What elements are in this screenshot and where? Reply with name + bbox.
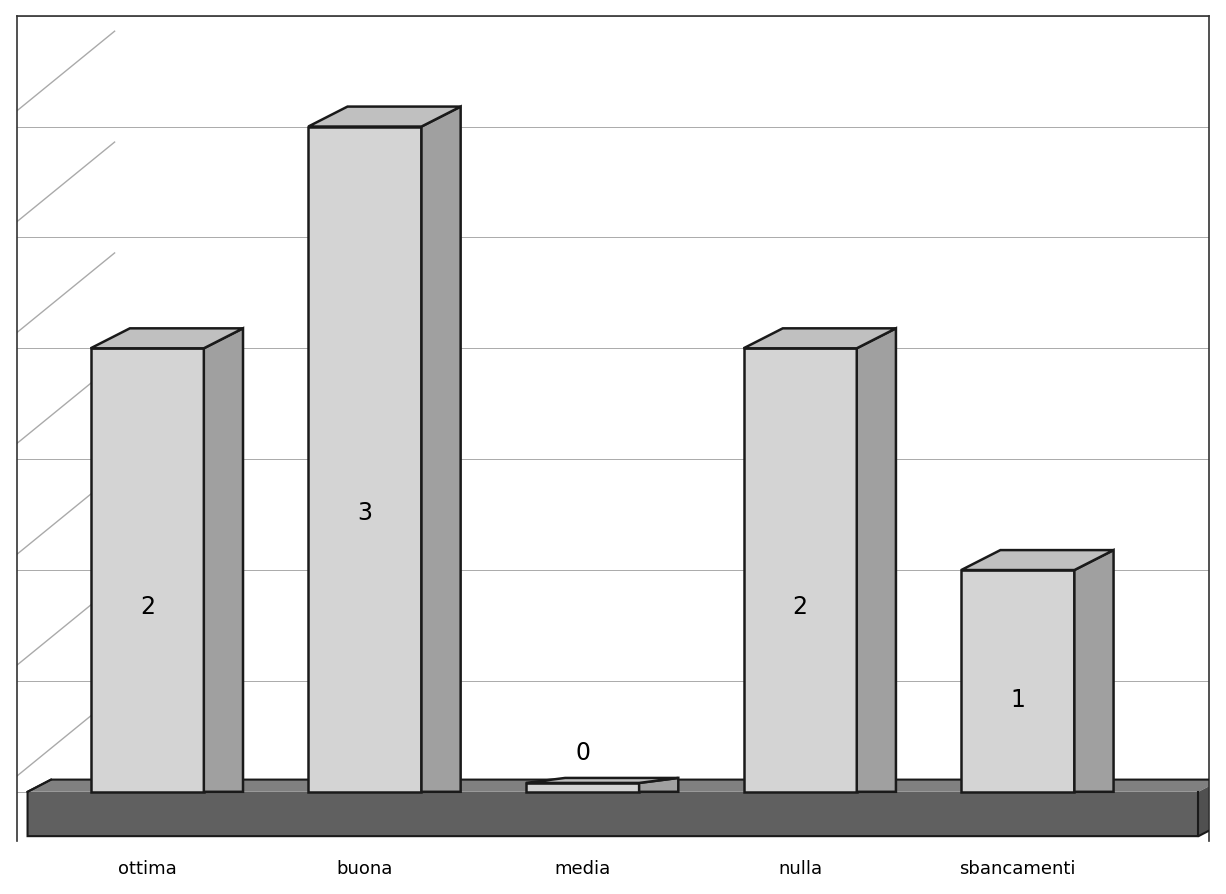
Polygon shape [1199,780,1222,836]
Polygon shape [961,551,1113,570]
Text: 0: 0 [575,740,590,764]
Polygon shape [1074,551,1113,792]
Polygon shape [422,107,461,792]
Polygon shape [526,778,678,783]
Text: 2: 2 [793,594,808,618]
Polygon shape [91,329,243,349]
Polygon shape [27,792,1199,836]
Text: 3: 3 [358,501,373,525]
Polygon shape [857,329,896,792]
Polygon shape [91,349,204,792]
Polygon shape [204,329,243,792]
Polygon shape [744,349,857,792]
Polygon shape [744,329,896,349]
Polygon shape [526,783,639,792]
Polygon shape [308,107,461,128]
Polygon shape [27,780,1222,792]
Polygon shape [308,128,422,792]
Text: 1: 1 [1010,687,1025,711]
Text: 2: 2 [140,594,154,618]
Polygon shape [639,778,678,792]
Polygon shape [961,570,1074,792]
